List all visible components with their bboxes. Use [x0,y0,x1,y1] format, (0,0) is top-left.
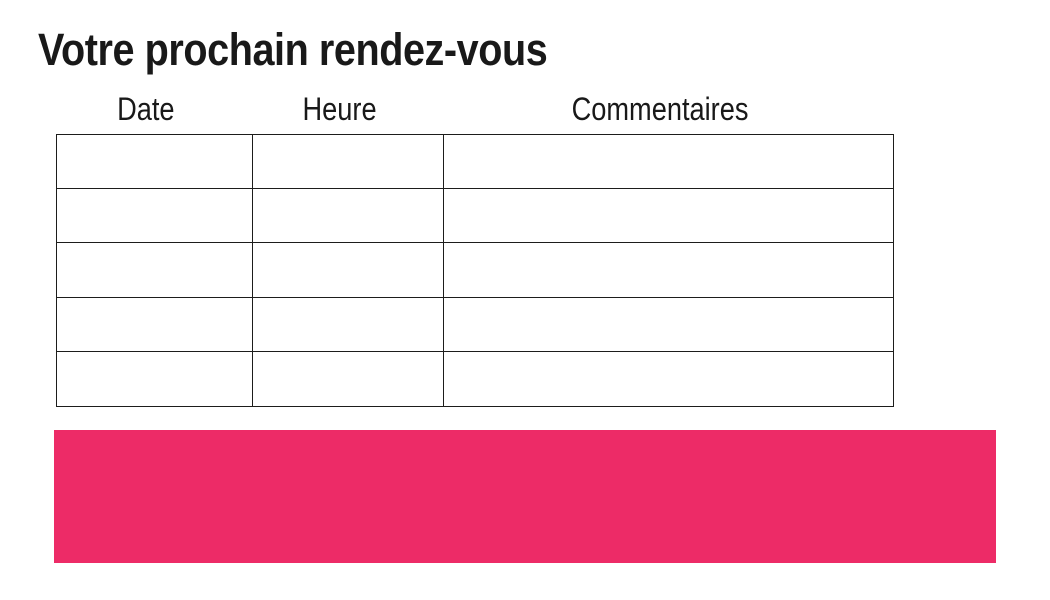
table-cell [444,352,893,406]
table-cell [57,243,253,298]
table-cell [253,135,444,190]
table-cell [444,189,893,244]
table-cell [444,135,893,190]
column-header-date: Date [48,93,244,125]
column-header-commentaires: Commentaires [435,93,886,125]
table-cell [57,351,253,406]
appointment-table [56,134,894,407]
column-header-date-label: Date [117,91,175,127]
table-cell [57,135,253,190]
accent-bar [54,430,996,563]
table-cell [253,297,444,352]
table-header-row: Date Heure Commentaires [48,93,886,125]
column-header-heure: Heure [244,93,435,125]
column-header-heure-label: Heure [302,91,377,127]
table-cell [444,298,893,352]
table-cell [444,243,893,298]
table-cell [253,243,444,298]
table-cell [57,297,253,352]
table-cell [253,189,444,244]
column-header-commentaires-label: Commentaires [572,91,749,127]
table-cell [253,351,444,406]
table-cell [57,189,253,244]
page-title: Votre prochain rendez-vous [38,24,548,75]
